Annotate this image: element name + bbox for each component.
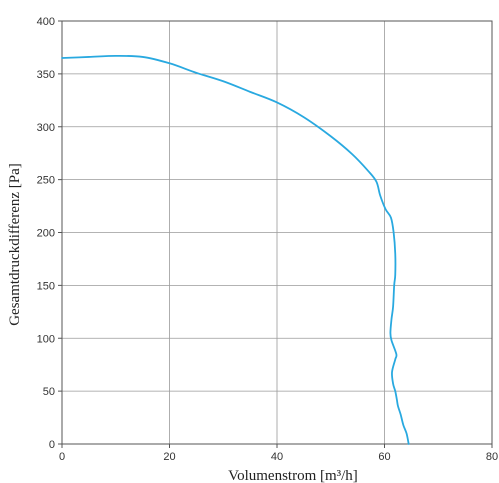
y-axis-title: Gesamtdruckdifferenz [Pa]	[7, 163, 23, 326]
y-tick-label: 400	[37, 16, 55, 28]
x-tick-label: 80	[486, 451, 498, 463]
y-tick-label: 250	[37, 175, 55, 187]
x-tick-label: 0	[59, 451, 65, 463]
x-tick-label: 20	[163, 451, 175, 463]
y-tick-label: 300	[37, 122, 55, 134]
y-tick-label: 200	[37, 228, 55, 240]
series-group	[61, 54, 410, 445]
grid	[62, 21, 492, 444]
y-axis: 0 50 100 150 200 250 300 350 400	[37, 16, 62, 451]
y-tick-label: 50	[43, 386, 55, 398]
x-tick-label: 60	[378, 451, 390, 463]
y-tick-label: 150	[37, 280, 55, 292]
x-axis-title: Volumenstrom [m³/h]	[228, 468, 358, 483]
x-axis: 0 20 40 60 80	[59, 444, 498, 463]
series-line	[61, 54, 410, 445]
y-tick-label: 100	[37, 333, 55, 345]
x-tick-label: 40	[271, 451, 283, 463]
y-tick-label: 0	[49, 439, 55, 451]
y-tick-label: 350	[37, 69, 55, 81]
